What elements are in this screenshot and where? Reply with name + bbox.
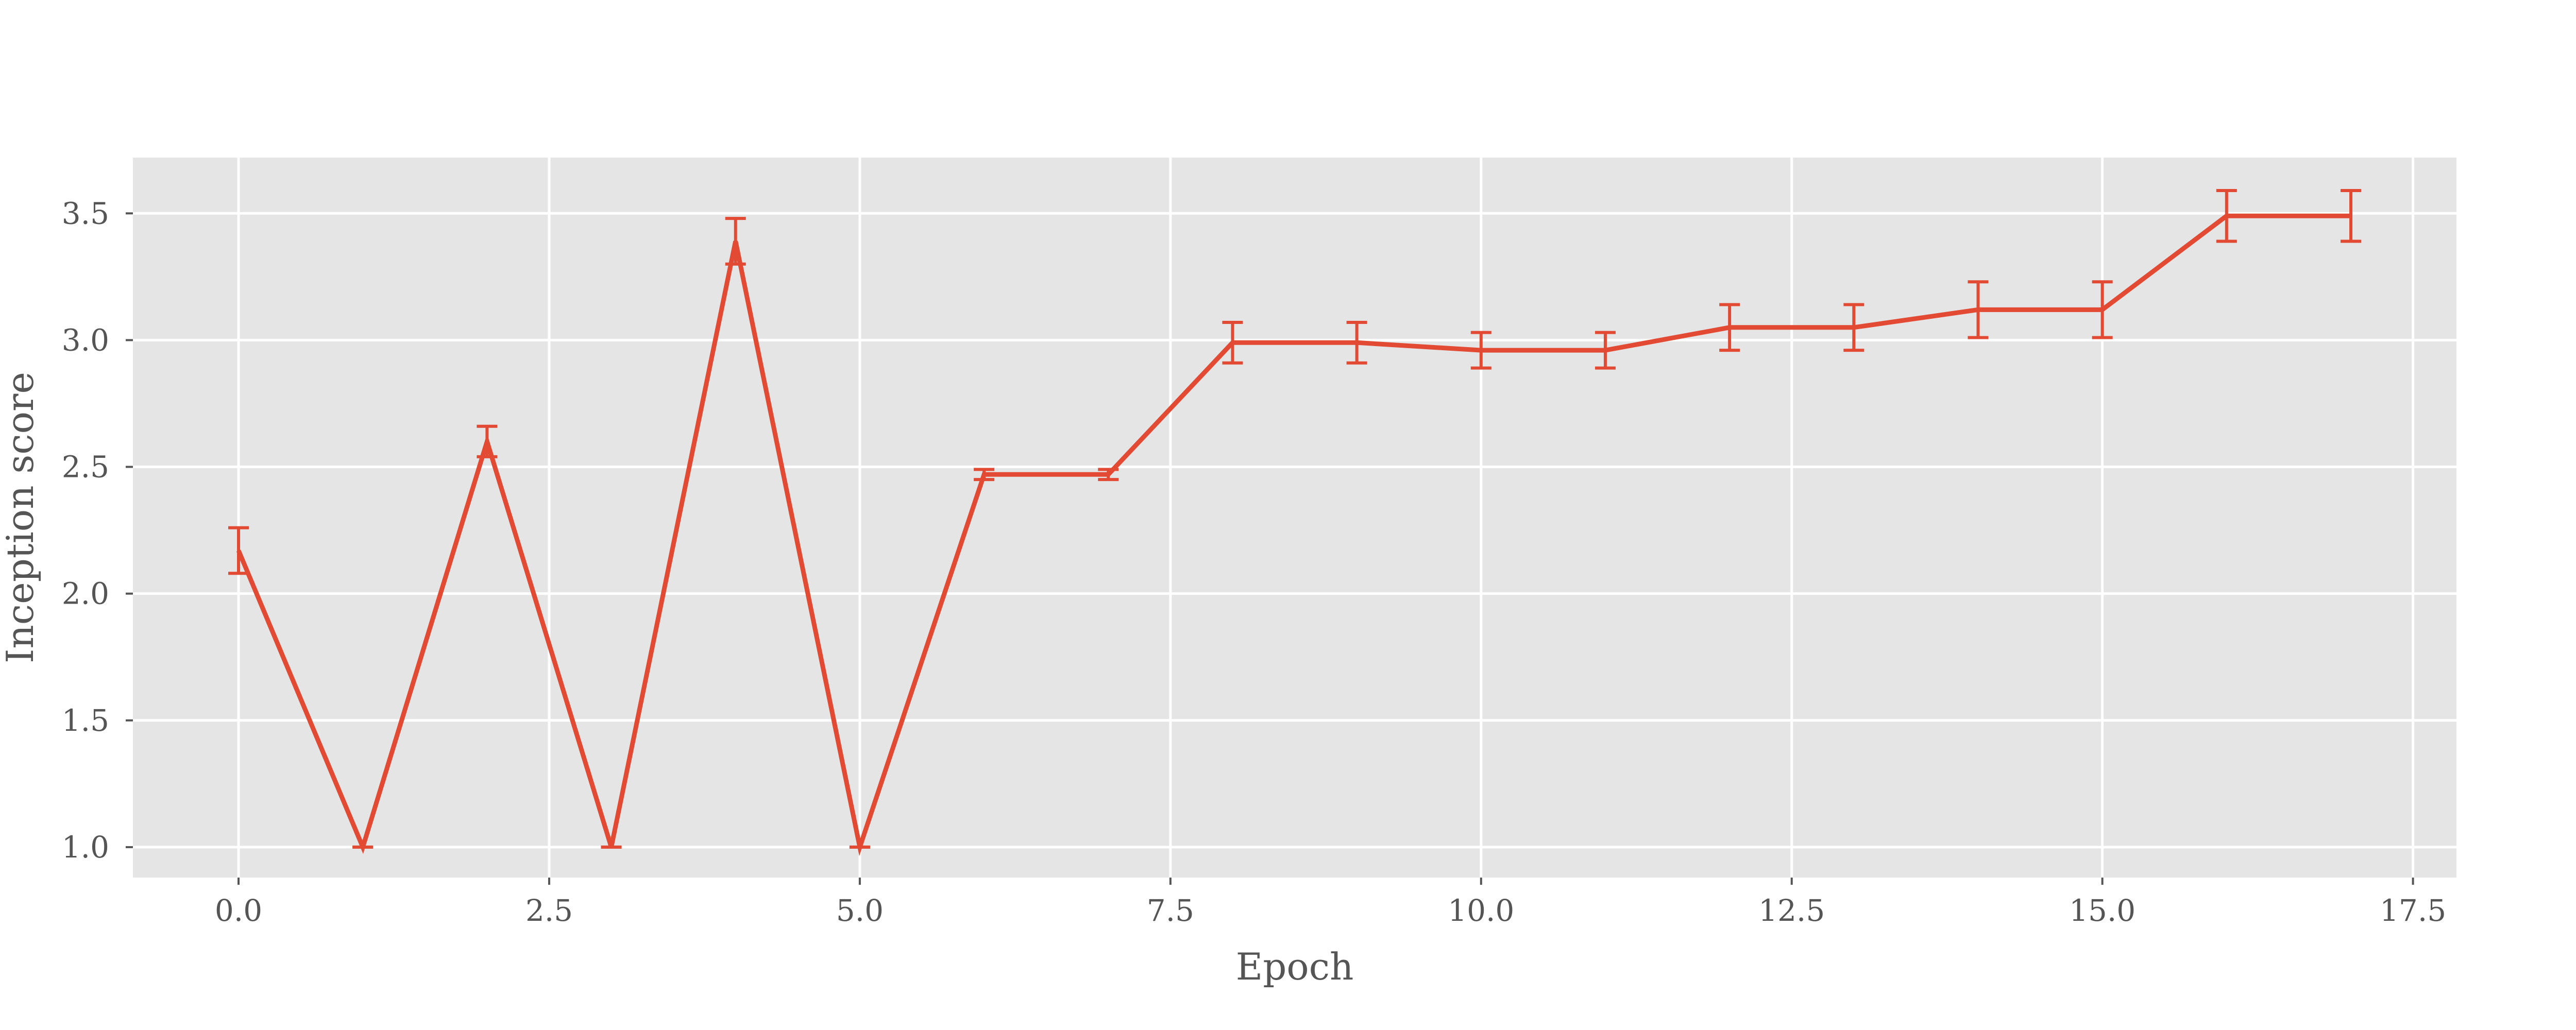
x-tick-label: 15.0 [2069, 893, 2136, 928]
grid-lines [133, 158, 2456, 878]
error-bar [1595, 331, 1616, 370]
data-series [228, 188, 2361, 856]
y-tick-label: 3.5 [62, 196, 109, 231]
y-tick-label: 2.5 [62, 450, 109, 485]
error-bar [2092, 280, 2113, 339]
x-tick-label: 2.5 [526, 893, 573, 928]
error-bar [725, 217, 746, 266]
x-tick-label: 0.0 [215, 893, 262, 928]
series-line [236, 213, 2351, 856]
x-tick-label: 5.0 [836, 893, 884, 928]
y-tick-label: 2.0 [62, 576, 109, 611]
error-bar [1470, 331, 1492, 370]
error-bar [1968, 280, 1989, 339]
error-bar [1843, 303, 1865, 352]
axis-ticks: 0.0 2.5 5.0 7.5 10.0 12.5 15.0 17.5 1.0 1.5 2.0 2.5… [62, 196, 2446, 928]
error-bar [1346, 320, 1367, 365]
x-axis-label: Epoch [1236, 945, 1354, 988]
plot-background [133, 158, 2456, 878]
error-bar [2341, 188, 2361, 243]
error-bar [2216, 188, 2237, 243]
x-tick-label: 17.5 [2380, 893, 2446, 928]
error-bar [1719, 303, 1740, 352]
x-tick-label: 12.5 [1758, 893, 1825, 928]
y-tick-label: 1.0 [62, 830, 109, 865]
x-tick-label: 7.5 [1147, 893, 1194, 928]
x-tick-label: 10.0 [1448, 893, 1514, 928]
error-bar [1222, 320, 1243, 365]
error-bar [477, 424, 498, 458]
error-bar [228, 526, 249, 575]
error-bar [974, 468, 995, 482]
error-bar [1098, 468, 1119, 482]
y-tick-label: 3.0 [62, 322, 109, 357]
y-tick-label: 1.5 [62, 703, 109, 738]
y-axis-label: Inception score [0, 372, 42, 663]
